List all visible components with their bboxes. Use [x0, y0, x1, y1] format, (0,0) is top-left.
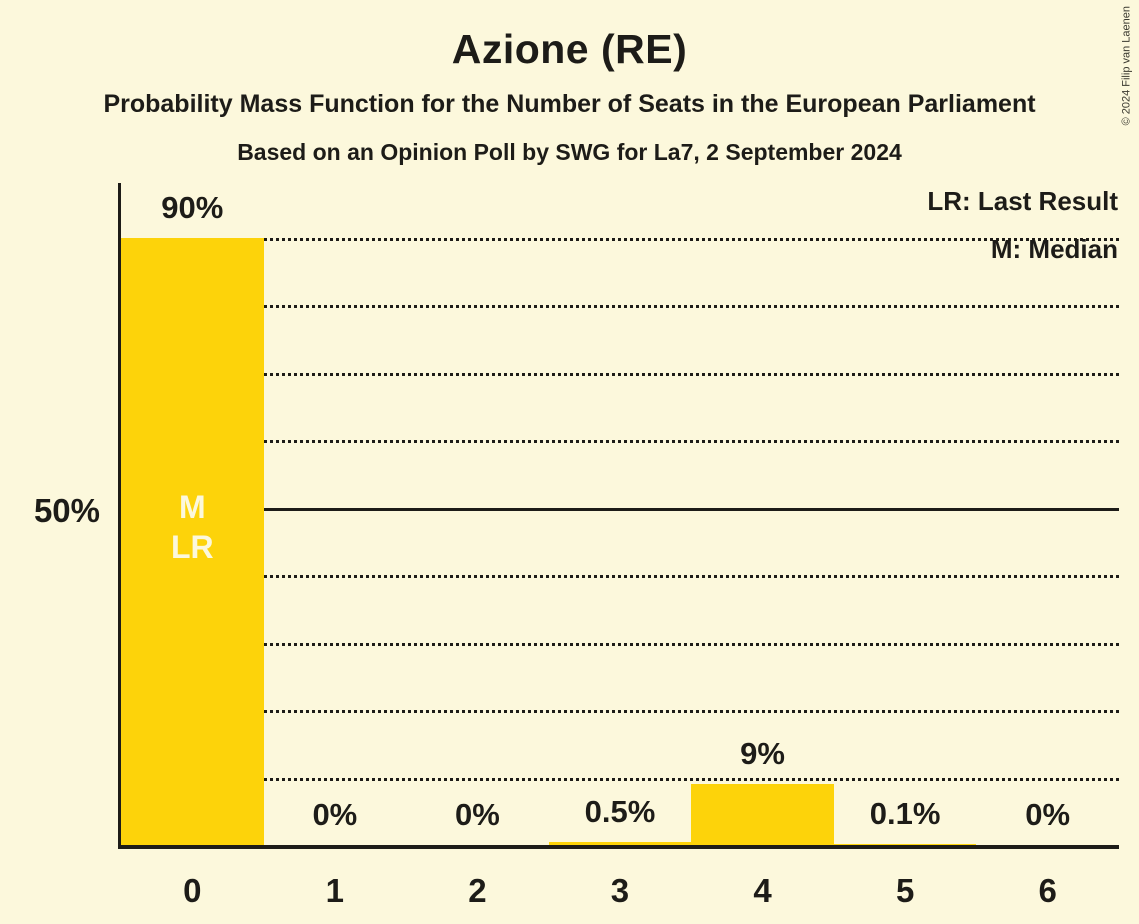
- value-label-seats-4: 9%: [740, 736, 785, 772]
- value-label-seats-5: 0.1%: [869, 796, 941, 832]
- gridline-10-percent: [121, 777, 1119, 781]
- bar-seats-0: [121, 237, 264, 845]
- chart-title: Azione (RE): [451, 26, 688, 72]
- x-tick-1: 1: [325, 872, 345, 909]
- x-tick-5: 5: [895, 872, 915, 909]
- y-axis-line: [118, 183, 121, 849]
- x-tick-4: 4: [753, 872, 772, 909]
- value-label-seats-6: 0%: [1025, 797, 1071, 832]
- value-label-seats-3: 0.5%: [584, 793, 656, 829]
- y-axis-label-50-percent: 50%: [33, 492, 100, 529]
- bar-seats-3: [548, 841, 692, 845]
- chart-source-line: Based on an Opinion Poll by SWG for La7,…: [237, 139, 902, 165]
- value-label-seats-2: 0%: [455, 797, 500, 832]
- legend-last-result: LR: Last Result: [927, 186, 1118, 216]
- x-tick-0: 0: [183, 872, 202, 909]
- plot-area: 90% 0% 0% 0.5% 9% 0.1% 0% M LR 0 1 2 3 4 5 6: [121, 183, 1119, 909]
- value-label-seats-1: 0%: [312, 797, 358, 832]
- gridline-30-percent: [121, 642, 1119, 646]
- x-tick-6: 6: [1038, 872, 1057, 909]
- gridline-90-percent: [121, 237, 1119, 241]
- copyright-notice: © 2024 Filip van Laenen: [1120, 6, 1132, 126]
- bar-annotation-m: M: [178, 489, 206, 525]
- bar-annotation-lr: LR: [170, 529, 214, 565]
- bar-annotation-block: M LR: [121, 487, 264, 567]
- value-label-seats-0: 90%: [161, 189, 224, 225]
- x-tick-2: 2: [468, 872, 487, 909]
- x-axis-line: [118, 845, 1119, 849]
- gridline-70-percent: [121, 372, 1119, 376]
- gridline-80-percent: [121, 305, 1119, 308]
- gridline-50-percent-solid: [121, 507, 1119, 511]
- gridline-40-percent: [121, 575, 1119, 578]
- gridline-20-percent: [121, 710, 1119, 713]
- bar-seats-5: [833, 844, 977, 845]
- x-tick-3: 3: [610, 872, 630, 909]
- gridline-60-percent: [121, 440, 1119, 443]
- chart-subtitle: Probability Mass Function for the Number…: [103, 90, 1036, 118]
- bar-seats-4: [691, 784, 834, 845]
